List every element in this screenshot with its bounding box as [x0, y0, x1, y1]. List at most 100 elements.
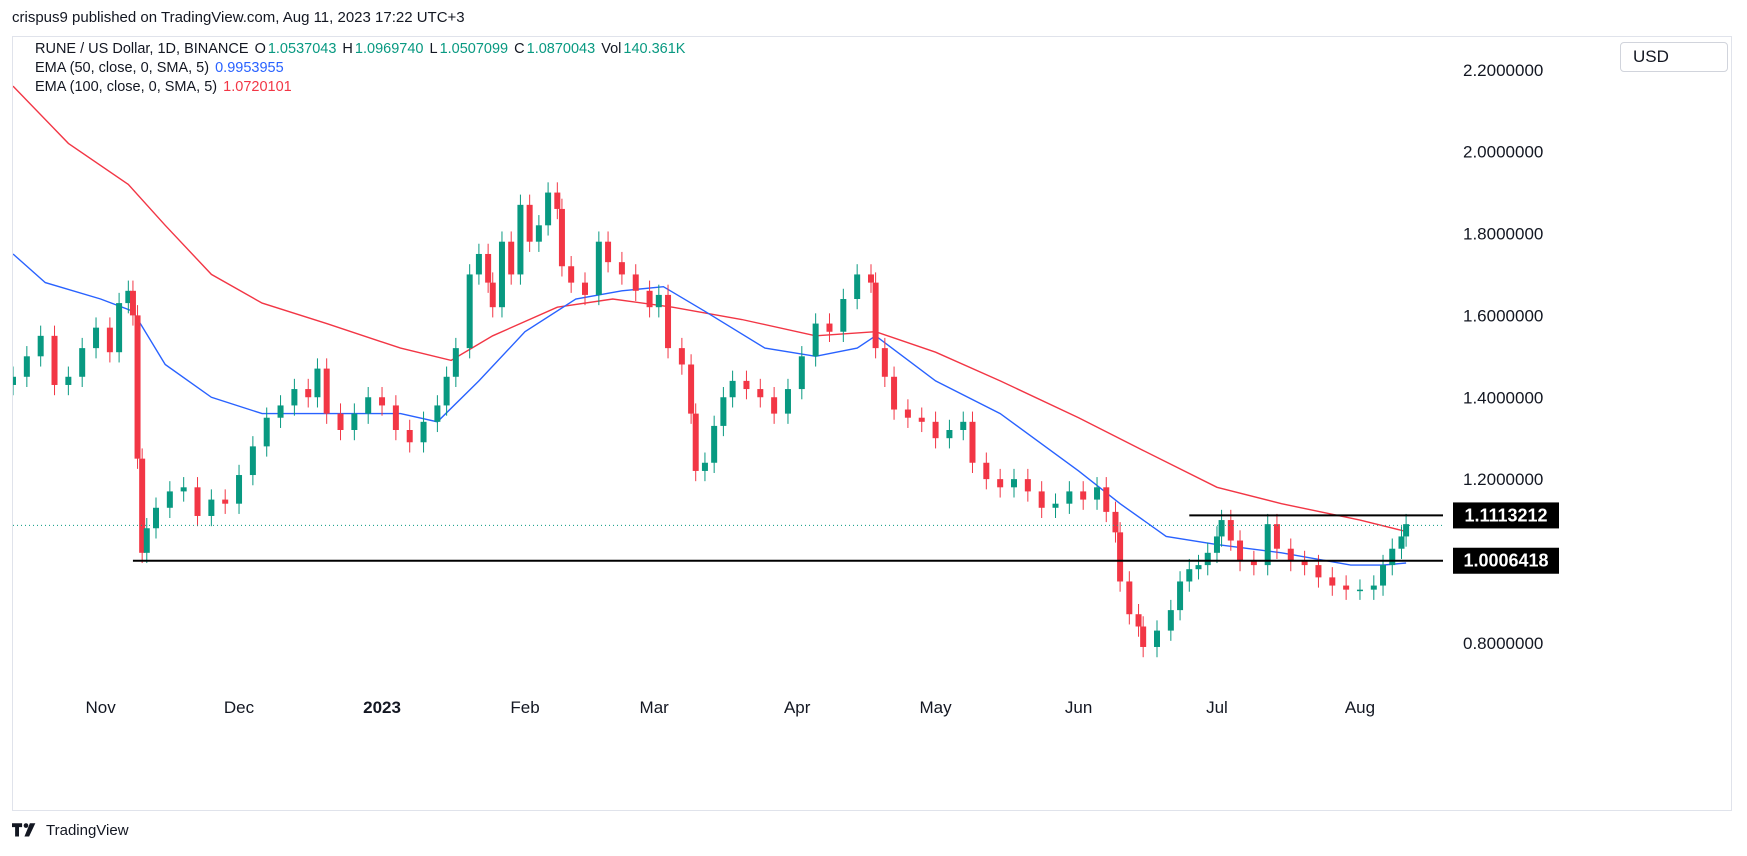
candle — [489, 272, 496, 318]
candle — [554, 182, 561, 220]
candle — [314, 358, 321, 408]
candle-body — [535, 225, 542, 242]
candle-body — [665, 294, 672, 349]
candle-body — [337, 413, 344, 430]
candle — [969, 411, 976, 473]
candle-body — [485, 253, 492, 283]
candle — [323, 358, 330, 424]
chart-area[interactable]: 2.2000000 2.0000000 1.8000000 1.6000000 1.40… — [12, 36, 1732, 811]
currency-selector[interactable]: USD — [1620, 42, 1728, 72]
candle — [236, 464, 243, 514]
x-tick-label: Feb — [510, 698, 539, 717]
candle-body — [277, 405, 284, 418]
candle — [526, 194, 533, 252]
candle — [1403, 513, 1410, 547]
candle-body — [1052, 503, 1059, 508]
candle — [784, 378, 791, 424]
candle-body — [1287, 548, 1294, 561]
candle — [678, 337, 685, 375]
candle — [508, 231, 515, 285]
candle-body — [1177, 581, 1184, 611]
candle-body — [153, 507, 159, 529]
candle — [1264, 513, 1271, 576]
candle-body — [1380, 565, 1387, 586]
candle — [1080, 481, 1087, 510]
candle — [665, 284, 672, 359]
candle-body — [678, 348, 685, 365]
candle-body — [946, 430, 953, 439]
candle — [379, 387, 386, 416]
legend-ema100[interactable]: EMA (100, close, 0, SMA, 5) 1.0720101 — [35, 79, 294, 95]
candle-body — [194, 487, 201, 516]
candle-body — [379, 397, 386, 406]
candle — [125, 280, 132, 314]
open-value: 1.0537043 — [267, 41, 337, 57]
candle-body — [452, 348, 459, 377]
candle-body — [1273, 524, 1280, 549]
candle — [1195, 554, 1202, 580]
candle — [79, 337, 86, 388]
candle — [688, 354, 695, 424]
candle-body — [891, 376, 898, 410]
candle-body — [79, 348, 86, 377]
x-tick-label: Jul — [1206, 698, 1228, 717]
x-tick-label: Jun — [1065, 698, 1092, 717]
candle-body — [826, 323, 833, 332]
legend-ema50[interactable]: EMA (50, close, 0, SMA, 5) 0.9953955 — [35, 60, 286, 76]
candle-body — [1213, 536, 1220, 553]
candle-body — [1329, 577, 1336, 586]
candle-body — [868, 274, 874, 283]
candle — [1135, 603, 1142, 637]
candle-body — [1264, 524, 1271, 566]
price-chart[interactable]: 2.2000000 2.0000000 1.8000000 1.6000000 1.40… — [13, 37, 1731, 810]
candle-body — [1227, 520, 1234, 541]
candle — [646, 280, 653, 318]
candle — [291, 378, 298, 416]
candle-body — [918, 417, 925, 422]
candle-body — [711, 425, 718, 463]
candle — [632, 264, 639, 302]
candle — [868, 264, 874, 293]
candle — [568, 256, 575, 293]
candle — [277, 395, 284, 428]
candle-body — [1094, 487, 1101, 500]
candle-body — [872, 282, 879, 349]
x-tick-label: 2023 — [363, 698, 401, 717]
candle — [729, 370, 736, 408]
high-label: H — [342, 41, 353, 57]
candle — [692, 403, 699, 482]
candle — [960, 411, 967, 441]
candle-body — [314, 368, 321, 398]
candle — [997, 468, 1004, 498]
candle-body — [1011, 479, 1017, 488]
candle-body — [37, 335, 44, 357]
candle-body — [1038, 491, 1045, 508]
candle — [13, 366, 16, 396]
candle — [1389, 538, 1396, 576]
candle — [106, 317, 113, 363]
candle-body — [1135, 614, 1142, 627]
candle-body — [1370, 585, 1377, 590]
candle-body — [1195, 565, 1202, 570]
candle-body — [134, 315, 141, 459]
candle — [452, 337, 459, 388]
candle-body — [1112, 511, 1119, 533]
x-tick-label: Nov — [86, 698, 117, 717]
candle-body — [263, 417, 270, 447]
symbol-label[interactable]: RUNE / US Dollar, 1D, BINANCE — [35, 41, 249, 57]
candle-body — [854, 274, 861, 299]
candle — [983, 452, 990, 490]
candle — [153, 497, 159, 539]
candle — [129, 280, 136, 326]
candle-body — [812, 323, 819, 357]
candle — [249, 436, 256, 486]
candle — [872, 272, 879, 359]
candle — [1343, 575, 1350, 600]
candle-body — [784, 389, 791, 414]
publish-info: crispus9 published on TradingView.com, A… — [12, 9, 465, 26]
candle — [798, 346, 805, 400]
candle-body — [798, 356, 805, 390]
ema50-value: 0.9953955 — [215, 60, 284, 76]
candle — [743, 370, 750, 400]
candle — [116, 292, 123, 363]
